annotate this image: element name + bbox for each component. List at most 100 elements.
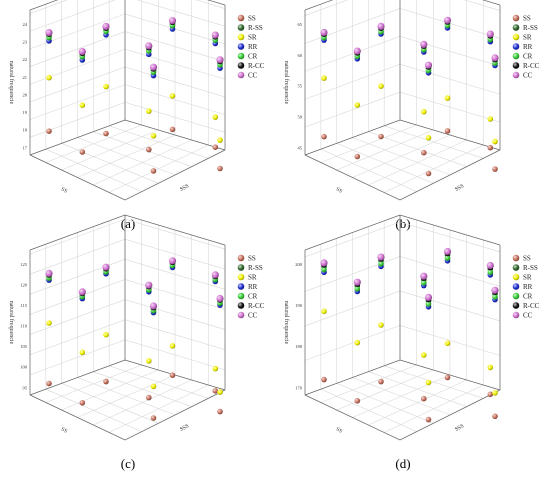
point-sr [217,137,223,143]
z-tick-label: 24 [23,22,28,27]
point-cc [78,288,86,296]
z-tick-label: 170 [295,385,303,390]
z-axis-label: SSS [454,423,465,433]
axes-box [304,0,501,201]
point-cc [491,54,499,62]
y-axis-label: natural frequencie [8,61,15,105]
point-sr [103,331,109,338]
point-cc [420,40,428,49]
point-ss [378,133,384,140]
point-ss [212,144,219,150]
x-axis-label: SS [335,187,343,195]
point-cr [425,301,432,307]
point-cc [211,31,219,39]
point-cc [377,253,385,261]
z-tick-label: 23 [23,40,28,45]
point-sr [146,358,152,364]
legend-label-rr: RR [248,43,258,51]
point-ss [150,415,157,421]
y-axis-label: natural frequencie [283,61,290,105]
legend-marker-r-ss [512,24,520,31]
legend-marker-cc [512,71,520,79]
z-tick-label: 65 [298,22,303,27]
point-ss [421,395,427,402]
point-sr [46,74,52,81]
point-ss [169,372,176,378]
point-sr [487,364,494,371]
point-cr [444,255,451,261]
panel-3: 95 100 105 110 115 120 125 natural frequencie SS… [8,214,265,471]
z-tick-label: 95 [23,385,28,390]
legend-marker-ss [237,254,245,262]
point-cc [320,28,328,37]
point-cc [486,261,494,270]
legend-marker-r-ss [512,264,520,271]
legend-label-sr: SR [248,33,257,41]
point-sr [212,114,219,120]
legend-label-r-ss: R-SS [248,24,263,32]
point-sr [492,138,498,145]
z-tick-label: 125 [20,262,28,267]
legend-label-r-ss: R-SS [248,264,263,272]
legend-label-ss: SS [523,14,531,22]
legend-marker-ss [512,14,520,22]
panel-label: (d) [395,456,410,471]
point-ss [492,413,498,420]
axes-box [304,214,501,441]
x-axis-label: SS [60,427,68,435]
point-sr [169,93,176,99]
point-sr [354,339,361,346]
legend-label-r-cc: R-CC [248,62,265,70]
z-tick-label: 55 [298,84,303,89]
point-cc [420,272,428,280]
z-tick-label: 105 [20,344,28,349]
point-sr [378,322,384,328]
point-sr [150,383,157,390]
point-ss [487,144,494,151]
point-cc [443,16,452,24]
point-cc [102,22,110,30]
z-tick-label: 60 [298,53,303,58]
point-sr [169,343,176,349]
axes-box [29,214,226,441]
point-ss [169,126,176,133]
point-cr [487,269,494,275]
point-sr [217,389,223,395]
point-ss [150,168,157,174]
point-cr [492,294,498,300]
point-ss [421,149,427,156]
legend-label-rr: RR [523,43,533,51]
panel-label: (c) [121,456,135,471]
legend-label-cc: CC [523,311,533,319]
z-tick-label: 21 [23,75,28,80]
point-cc [443,247,452,256]
legend-label-cc: CC [523,71,533,79]
legend-label-cr: CR [248,52,258,60]
point-cc [353,278,361,286]
point-ss [217,165,223,172]
point-cc [377,22,385,30]
point-cc [424,61,433,69]
point-ss [217,408,223,415]
legend-marker-rr [237,283,245,290]
point-ss [46,128,52,134]
x-axis-label: SS [60,187,68,195]
point-sr [421,108,427,115]
data-points [45,17,224,174]
point-cc [424,293,433,301]
point-cc [145,42,153,50]
point-cc [320,259,328,267]
point-cc [486,30,494,38]
z-axis-label: SSS [179,423,190,433]
point-ss [487,391,494,398]
legend-marker-cc [237,311,245,319]
legend-label-cr: CR [523,292,533,300]
y-axis-label: natural frequencie [283,301,290,345]
z-tick-label: 20 [23,92,28,97]
z-tick-label: 120 [20,283,28,288]
legend-marker-cr [512,52,520,60]
legend-label-r-ss: R-SS [523,24,538,32]
point-cc [149,63,158,71]
legend-label-r-ss: R-SS [523,264,538,272]
